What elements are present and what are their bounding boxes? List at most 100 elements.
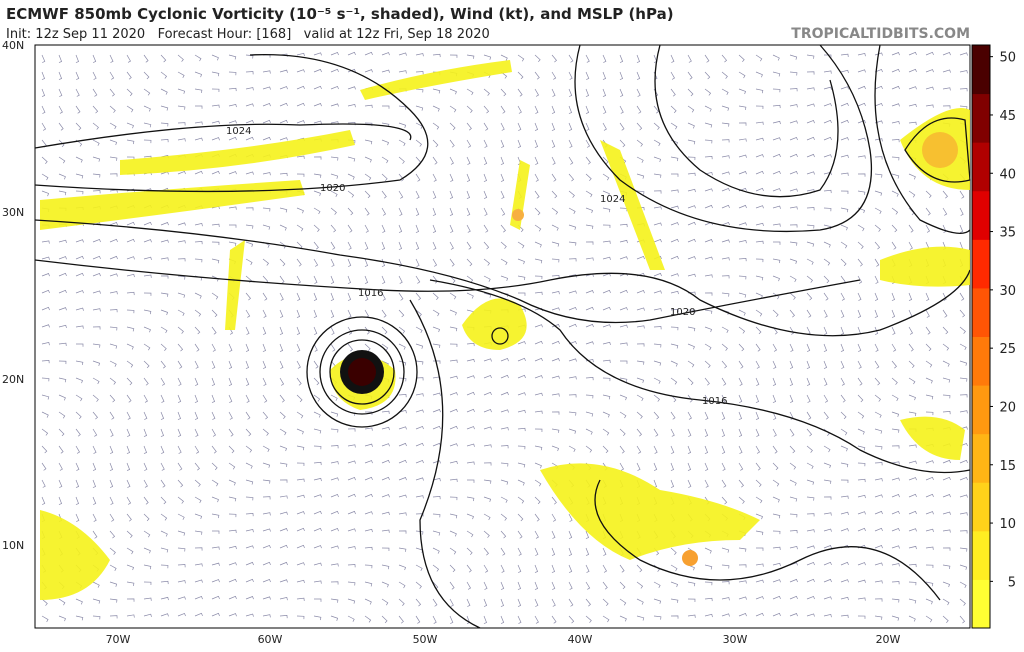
wind-barb bbox=[58, 598, 66, 606]
wind-barb bbox=[245, 103, 254, 107]
wind-barb bbox=[568, 207, 576, 215]
wind-barb bbox=[738, 479, 744, 488]
wind-barb bbox=[874, 258, 880, 267]
wind-barb bbox=[874, 275, 879, 284]
wind-barb bbox=[126, 343, 134, 350]
wind-barb bbox=[517, 241, 525, 249]
wind-barb bbox=[126, 581, 135, 586]
wind-barb bbox=[143, 105, 151, 112]
wind-barb bbox=[483, 444, 492, 448]
wind-barb bbox=[109, 496, 114, 505]
wind-barb bbox=[823, 377, 828, 386]
wind-barb bbox=[840, 241, 848, 249]
wind-barb bbox=[670, 445, 675, 454]
wind-barb bbox=[789, 496, 798, 502]
wind-barb bbox=[942, 190, 948, 199]
wind-barb bbox=[772, 205, 781, 209]
wind-barb bbox=[330, 190, 338, 197]
wind-barb bbox=[806, 71, 815, 75]
wind-barb bbox=[330, 343, 336, 352]
wind-barb bbox=[228, 529, 237, 533]
wind-barb bbox=[177, 105, 186, 110]
colorbar-tick-label: 30 bbox=[999, 284, 1016, 299]
wind-barb bbox=[636, 122, 643, 131]
wind-barb bbox=[194, 496, 202, 504]
wind-barb bbox=[58, 377, 67, 383]
wind-barb bbox=[41, 359, 50, 364]
wind-barb bbox=[143, 530, 151, 538]
wind-barb bbox=[262, 70, 271, 74]
wind-barb bbox=[160, 122, 169, 127]
wind-barb bbox=[806, 54, 815, 59]
wind-barb bbox=[653, 445, 658, 454]
wind-barb bbox=[296, 494, 305, 498]
wind-barb bbox=[109, 309, 118, 313]
wind-barb bbox=[551, 241, 560, 247]
wind-barb bbox=[109, 445, 114, 454]
wind-barb bbox=[211, 360, 216, 369]
wind-barb bbox=[432, 460, 441, 464]
wind-barb bbox=[245, 411, 251, 420]
wind-barb bbox=[721, 326, 729, 333]
wind-barb bbox=[160, 547, 169, 553]
wind-barb bbox=[41, 190, 50, 197]
wind-barb bbox=[296, 478, 305, 482]
wind-barb bbox=[279, 258, 286, 267]
wind-barb bbox=[823, 309, 828, 318]
wind-barb bbox=[857, 275, 863, 284]
wind-barb bbox=[313, 477, 322, 482]
wind-barb bbox=[891, 377, 898, 385]
wind-barb bbox=[245, 171, 254, 175]
wind-barb bbox=[330, 51, 339, 56]
wind-barb bbox=[806, 292, 813, 301]
wind-barb bbox=[109, 326, 118, 331]
wind-barb bbox=[483, 190, 488, 199]
wind-barb bbox=[823, 479, 832, 484]
wind-barb bbox=[959, 394, 968, 398]
wind-barb bbox=[432, 564, 440, 572]
wind-barb bbox=[721, 564, 730, 569]
wind-barb bbox=[211, 428, 216, 437]
wind-barb bbox=[670, 598, 679, 603]
wind-barb bbox=[891, 411, 900, 418]
wind-barb bbox=[466, 479, 475, 483]
wind-barb bbox=[58, 307, 67, 311]
wind-barb bbox=[75, 122, 82, 131]
wind-barb bbox=[908, 615, 916, 622]
wind-barb bbox=[194, 240, 203, 245]
wind-barb bbox=[245, 360, 249, 369]
wind-barb bbox=[75, 343, 84, 347]
wind-barb bbox=[347, 51, 356, 56]
wind-barb bbox=[483, 391, 492, 396]
wind-barb bbox=[687, 156, 696, 161]
wind-barb bbox=[670, 105, 677, 114]
wind-barb bbox=[891, 207, 899, 215]
wind-barb bbox=[602, 190, 610, 197]
wind-barb bbox=[109, 479, 114, 488]
wind-barb bbox=[296, 511, 305, 515]
wind-barb bbox=[823, 136, 832, 141]
wind-barb bbox=[925, 360, 933, 368]
wind-barb bbox=[823, 545, 832, 549]
wind-barb bbox=[806, 595, 815, 600]
wind-barb bbox=[92, 71, 97, 80]
wind-barb bbox=[211, 546, 220, 550]
wind-barb bbox=[738, 496, 745, 504]
wind-barb bbox=[500, 374, 509, 379]
wind-barb bbox=[126, 394, 132, 403]
wind-barb bbox=[330, 428, 339, 433]
wind-barb bbox=[534, 54, 541, 63]
colorbar-tick-label: 25 bbox=[999, 342, 1016, 357]
wind-barb bbox=[177, 445, 182, 454]
wind-barb bbox=[840, 224, 848, 231]
wind-barb bbox=[806, 428, 813, 437]
wind-barb bbox=[636, 139, 643, 147]
wind-barb bbox=[415, 224, 419, 233]
wind-barb bbox=[619, 139, 626, 148]
wind-barb bbox=[432, 343, 441, 348]
wind-barb bbox=[755, 205, 764, 209]
wind-barb bbox=[211, 513, 220, 519]
wind-barb bbox=[772, 258, 781, 264]
wind-barb bbox=[109, 428, 114, 437]
wind-barb bbox=[262, 224, 271, 230]
